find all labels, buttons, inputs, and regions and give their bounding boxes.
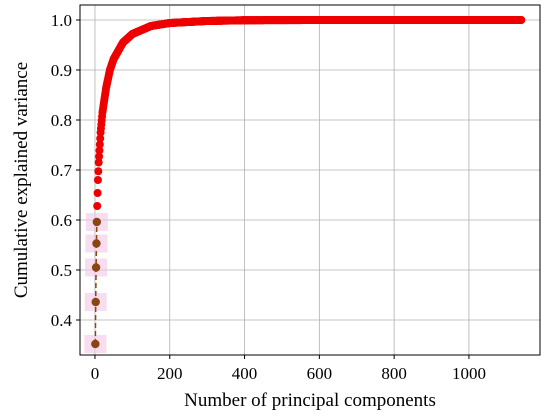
highlight-point xyxy=(92,239,101,248)
data-point xyxy=(94,167,103,176)
data-point xyxy=(517,16,526,24)
highlight-point xyxy=(91,339,100,349)
highlight-point xyxy=(92,217,102,227)
data-point xyxy=(93,189,102,197)
data-point xyxy=(95,152,104,161)
highlight-points xyxy=(91,217,102,349)
x-axis-title: Number of principal components xyxy=(184,390,436,411)
plot-frame xyxy=(79,4,541,356)
y-tick-label: 0.9 xyxy=(51,61,72,80)
highlight-point xyxy=(91,263,101,272)
y-tick-label: 0.5 xyxy=(51,261,72,280)
data-point xyxy=(93,176,102,184)
y-tick-labels: 0.4 0.5 0.6 0.7 0.8 0.9 1.0 xyxy=(51,11,73,330)
y-tick-label: 1.0 xyxy=(51,11,72,30)
x-tick-label: 400 xyxy=(232,364,258,383)
ticks xyxy=(76,19,470,359)
y-tick-label: 0.8 xyxy=(51,111,72,130)
x-tick-labels: 0 200 400 600 800 1000 xyxy=(91,364,486,383)
x-tick-label: 0 xyxy=(91,364,100,383)
x-tick-label: 1000 xyxy=(452,364,486,383)
data-points xyxy=(93,16,526,210)
data-point xyxy=(93,202,102,210)
x-tick-label: 800 xyxy=(381,364,407,383)
y-tick-label: 0.6 xyxy=(51,211,72,230)
y-tick-label: 0.4 xyxy=(51,311,73,330)
data-point xyxy=(94,158,103,167)
data-point xyxy=(96,134,105,143)
x-tick-label: 200 xyxy=(157,364,183,383)
x-tick-label: 600 xyxy=(307,364,333,383)
y-axis-title: Cumulative explained variance xyxy=(11,62,32,298)
data-point xyxy=(95,140,104,149)
data-point xyxy=(95,146,104,155)
grid xyxy=(80,5,540,355)
highlight-point xyxy=(91,297,100,307)
y-tick-label: 0.7 xyxy=(51,161,73,180)
